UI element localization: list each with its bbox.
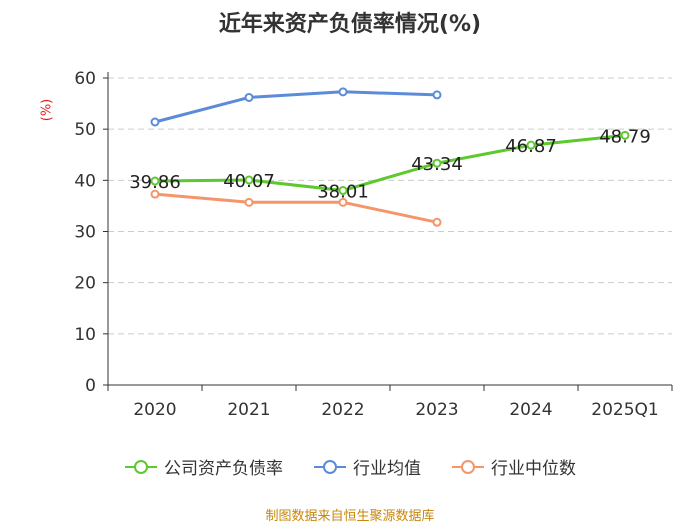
legend-marker-icon bbox=[125, 459, 157, 474]
legend: 公司资产负债率 行业均值 行业中位数 bbox=[0, 454, 700, 479]
x-tick-label: 2024 bbox=[509, 400, 552, 420]
legend-label: 行业均值 bbox=[353, 459, 421, 479]
data-point bbox=[432, 158, 442, 168]
y-tick-label: 0 bbox=[85, 376, 96, 396]
data-label: 38.01 bbox=[317, 182, 369, 203]
legend-marker-icon bbox=[314, 459, 346, 474]
x-tick-label: 2020 bbox=[133, 400, 176, 420]
data-point bbox=[620, 130, 630, 140]
legend-item-company[interactable]: 公司资产负债率 bbox=[124, 454, 283, 479]
data-point bbox=[526, 140, 536, 150]
x-tick-label: 2025Q1 bbox=[591, 400, 658, 420]
series-line bbox=[154, 90, 438, 124]
x-tick-label: 2022 bbox=[321, 400, 364, 420]
legend-marker-icon bbox=[452, 459, 484, 474]
data-label: 43.34 bbox=[411, 154, 463, 175]
data-point bbox=[244, 175, 254, 185]
y-tick-label: 60 bbox=[74, 69, 96, 89]
series-line bbox=[154, 192, 438, 224]
legend-item-industry-median[interactable]: 行业中位数 bbox=[451, 454, 576, 479]
data-point bbox=[432, 217, 442, 227]
data-point bbox=[338, 197, 348, 207]
data-point bbox=[432, 90, 442, 100]
legend-item-industry-mean[interactable]: 行业均值 bbox=[313, 454, 421, 479]
data-point bbox=[244, 197, 254, 207]
data-point bbox=[150, 176, 160, 186]
legend-label: 公司资产负债率 bbox=[164, 459, 283, 479]
y-tick-label: 10 bbox=[74, 325, 96, 345]
source-note: 制图数据来自恒生聚源数据库 bbox=[265, 509, 435, 524]
data-label: 40.07 bbox=[223, 171, 275, 192]
legend-label: 行业中位数 bbox=[491, 459, 576, 479]
data-point bbox=[338, 186, 348, 196]
y-tick-label: 40 bbox=[74, 171, 96, 191]
x-tick-label: 2021 bbox=[227, 400, 270, 420]
data-point bbox=[338, 87, 348, 97]
data-point bbox=[244, 92, 254, 102]
y-tick-label: 30 bbox=[74, 223, 96, 243]
data-point bbox=[150, 189, 160, 199]
data-point bbox=[150, 117, 160, 127]
chart-title: 近年来资产负债率情况(%) bbox=[218, 12, 482, 37]
y-tick-label: 20 bbox=[74, 274, 96, 294]
data-label: 46.87 bbox=[505, 136, 557, 157]
y-tick-label: 50 bbox=[74, 120, 96, 140]
series-line bbox=[154, 133, 626, 192]
data-label: 39.86 bbox=[129, 172, 181, 193]
data-label: 48.79 bbox=[599, 126, 651, 147]
x-tick-label: 2023 bbox=[415, 400, 458, 420]
